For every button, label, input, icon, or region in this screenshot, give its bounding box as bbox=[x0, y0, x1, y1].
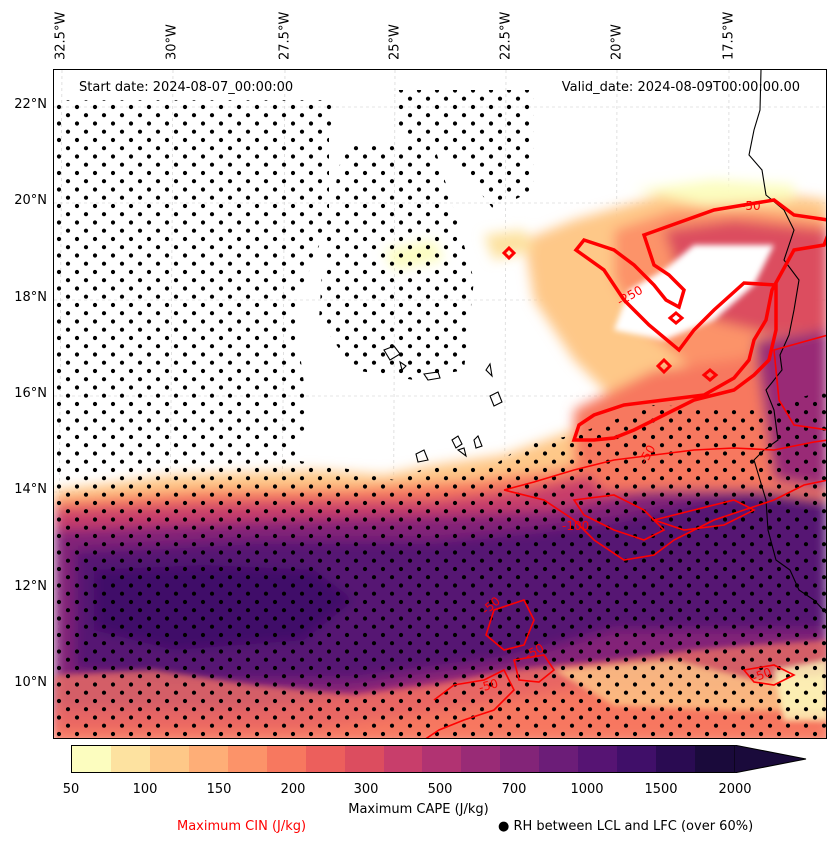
colorbar-swatch bbox=[266, 746, 306, 772]
start-date: Start date: 2024-08-07_00:00:00 bbox=[79, 80, 294, 95]
cape-map-canvas: -50 -250 -50 -100 -50 -50 -50 -50 bbox=[54, 70, 826, 738]
coastline bbox=[383, 70, 826, 614]
rh-legend-label: RH between LCL and LFC (over 60%) bbox=[513, 819, 754, 834]
colorbar-swatch bbox=[72, 746, 111, 772]
colorbar-swatch bbox=[227, 746, 267, 772]
valid-date: Valid_date: 2024-08-09T00:00:00.00 bbox=[561, 80, 800, 95]
lon-label-20w: 20°W bbox=[609, 24, 625, 60]
lon-label-27-5w: 27.5°W bbox=[277, 11, 293, 60]
colorbar-swatch bbox=[461, 746, 501, 772]
colorbar-swatch bbox=[695, 746, 734, 772]
cbar-tick-1500: 1500 bbox=[644, 782, 678, 797]
cbar-tick-150: 150 bbox=[206, 782, 232, 797]
colorbar-swatch bbox=[110, 746, 150, 772]
colorbar-swatch bbox=[305, 746, 345, 772]
cin-contours bbox=[425, 198, 826, 738]
cbar-tick-300: 300 bbox=[353, 782, 379, 797]
rh-marker-icon: ● bbox=[498, 819, 510, 834]
cape-map[interactable]: -50 -250 -50 -100 -50 -50 -50 -50 Start … bbox=[53, 69, 827, 739]
cin-legend-label: Maximum CIN (J/kg) bbox=[177, 819, 307, 834]
colorbar-swatch bbox=[539, 746, 579, 772]
colorbar-swatch bbox=[188, 746, 228, 772]
colorbar-swatch bbox=[656, 746, 695, 772]
cin-label-4: -100 bbox=[562, 519, 589, 533]
rh-legend: ● RH between LCL and LFC (over 60%) bbox=[498, 819, 753, 834]
lat-label-22n: 22°N bbox=[14, 97, 47, 112]
lon-label-32-5w: 32.5°W bbox=[53, 11, 69, 60]
colorbar-swatch bbox=[500, 746, 540, 772]
lat-label-14n: 14°N bbox=[14, 482, 47, 497]
cbar-tick-500: 500 bbox=[427, 782, 453, 797]
colorbar-swatch bbox=[617, 746, 657, 772]
colorbar-swatch bbox=[149, 746, 189, 772]
cbar-tick-2000: 2000 bbox=[718, 782, 752, 797]
lon-label-17-5w: 17.5°W bbox=[721, 11, 737, 60]
colorbar-swatch bbox=[344, 746, 384, 772]
cape-colorbar bbox=[71, 745, 735, 773]
lat-label-16n: 16°N bbox=[14, 386, 47, 401]
cbar-tick-50: 50 bbox=[62, 782, 80, 797]
cin-label-7: -50 bbox=[477, 676, 500, 695]
lon-label-25w: 25°W bbox=[387, 24, 403, 60]
cin-label-8: -50 bbox=[750, 665, 773, 685]
cbar-tick-1000: 1000 bbox=[570, 782, 604, 797]
lat-label-18n: 18°N bbox=[14, 290, 47, 305]
colorbar-swatch bbox=[578, 746, 618, 772]
lon-label-22-5w: 22.5°W bbox=[498, 11, 514, 60]
lat-label-20n: 20°N bbox=[14, 193, 47, 208]
colorbar-swatch bbox=[383, 746, 423, 772]
cin-label-1: -50 bbox=[741, 199, 761, 213]
cbar-tick-700: 700 bbox=[501, 782, 527, 797]
colorbar-extend-arrow bbox=[734, 745, 807, 773]
colorbar-swatch bbox=[422, 746, 462, 772]
lon-label-30w: 30°W bbox=[164, 24, 180, 60]
lat-label-10n: 10°N bbox=[14, 675, 47, 690]
colorbar-label: Maximum CAPE (J/kg) bbox=[348, 802, 489, 817]
lat-label-12n: 12°N bbox=[14, 579, 47, 594]
cbar-tick-200: 200 bbox=[280, 782, 306, 797]
cbar-tick-100: 100 bbox=[132, 782, 158, 797]
